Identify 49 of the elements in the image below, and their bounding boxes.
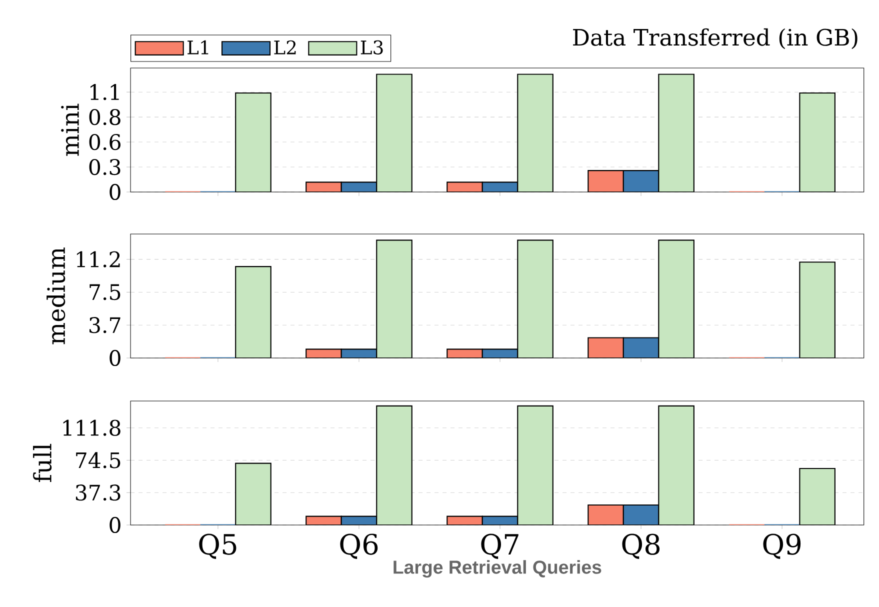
bar: [799, 468, 836, 525]
y-axis-title: medium: [46, 248, 66, 344]
y-axis-title: full: [33, 444, 52, 482]
bar: [622, 170, 660, 192]
y-axis-title: mini: [61, 104, 79, 156]
y-tick-label: 111.8: [63, 420, 120, 436]
x-tick-label: Q6: [340, 534, 378, 559]
bar: [799, 92, 836, 192]
x-tick-label: Q5: [199, 534, 236, 559]
y-tick-label: 1.1: [90, 84, 119, 100]
bar: [517, 240, 554, 358]
bar: [446, 182, 483, 192]
bar: [799, 262, 836, 358]
legend-label: L2: [274, 40, 296, 54]
bar: [658, 74, 694, 192]
chart-title: Data Transferred (in GB): [573, 28, 858, 50]
bar: [517, 405, 554, 525]
bar: [622, 504, 660, 525]
y-tick-label: 0: [110, 184, 120, 200]
y-tick-label: 0: [110, 516, 120, 534]
legend-label: L1: [188, 40, 208, 54]
bar: [306, 182, 342, 192]
y-tick-label: 37.3: [76, 484, 120, 501]
legend-label: L3: [360, 40, 383, 54]
bar: [376, 405, 412, 525]
y-tick-label: 11.2: [76, 251, 120, 268]
bar: [517, 74, 554, 192]
bar: [376, 240, 412, 358]
y-tick-label: 74.5: [76, 452, 120, 468]
bar: [235, 92, 272, 192]
y-tick-label: 0: [110, 350, 120, 366]
bar: [588, 170, 624, 192]
x-tick-label: Q8: [622, 534, 660, 559]
bar: [588, 337, 624, 358]
bar: [235, 462, 272, 525]
x-tick-label: Q7: [481, 534, 518, 559]
y-tick-label: 3.7: [90, 317, 120, 334]
bar: [376, 74, 412, 192]
bar: [658, 405, 694, 525]
x-tick-label: Q9: [763, 534, 801, 559]
bar: [658, 240, 694, 358]
y-tick-label: 0.8: [89, 109, 120, 126]
y-tick-label: 0.6: [89, 134, 120, 150]
bar: [235, 266, 272, 358]
bar: [622, 337, 660, 358]
bar: [588, 504, 624, 525]
x-axis-title: Large Retrieval Queries: [394, 560, 602, 578]
y-tick-label: 0.3: [89, 158, 120, 176]
y-tick-label: 7.5: [90, 284, 120, 300]
